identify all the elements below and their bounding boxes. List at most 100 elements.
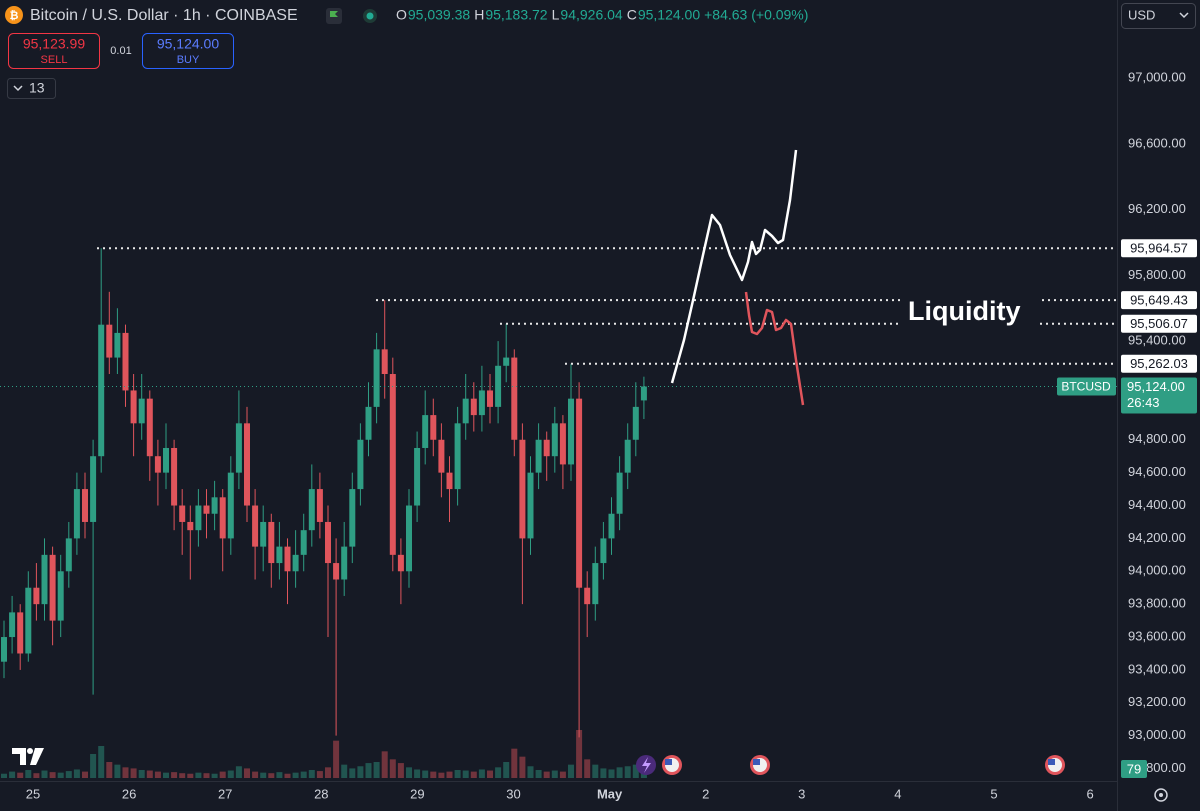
volume-bar — [244, 768, 250, 778]
volume-bar — [300, 771, 307, 778]
volume-bar — [592, 764, 599, 778]
candle-body — [252, 505, 259, 547]
ohlc-value: 95,039.38 — [408, 7, 470, 23]
candle-body — [559, 423, 566, 465]
y-tick-label: 93,800.00 — [1128, 596, 1186, 611]
volume-bar — [41, 770, 48, 778]
candle-body — [17, 612, 24, 654]
level-label-bg — [1121, 291, 1197, 310]
us-flag-canton — [1048, 759, 1055, 765]
candle-body — [82, 489, 88, 522]
level-label: 95,506.07 — [1130, 316, 1188, 331]
us-events — [662, 755, 1065, 775]
candle-body — [446, 472, 453, 490]
indicators-toggle[interactable] — [7, 78, 56, 99]
volume-bar — [616, 767, 623, 778]
volume-bar — [98, 746, 105, 778]
us-flag-canton — [665, 759, 672, 765]
level-label-bg — [1121, 314, 1197, 333]
candle-body — [325, 521, 331, 564]
y-tick-label: 94,000.00 — [1128, 563, 1186, 578]
y-tick-label: 93,400.00 — [1128, 661, 1186, 676]
candle-body — [300, 530, 307, 555]
buy-button[interactable] — [142, 33, 234, 69]
y-tick-label: 95,400.00 — [1128, 333, 1186, 348]
lightning — [642, 757, 651, 773]
volume-bar — [624, 766, 631, 778]
candle-body — [163, 447, 169, 473]
volume-bar — [568, 764, 574, 778]
candle-body — [33, 587, 40, 605]
spread: 0.01 — [110, 45, 131, 57]
candle-body — [551, 423, 558, 457]
tv-logo — [12, 748, 44, 765]
change: +84.63 (+0.09%) — [704, 7, 808, 23]
currency-select[interactable] — [1121, 3, 1196, 29]
candle-body — [154, 456, 161, 473]
ohlc-value: 95,183.72 — [485, 7, 547, 23]
candle-body — [57, 571, 64, 621]
candle-body — [397, 554, 404, 572]
annotation-bg — [900, 295, 1040, 331]
y-tick-label: 94,400.00 — [1128, 497, 1186, 512]
volume-badge: 79 — [1127, 761, 1141, 776]
candle-body — [438, 439, 445, 473]
volume-bar — [154, 771, 161, 778]
candle-body — [292, 554, 299, 572]
volume-bar — [235, 766, 242, 778]
x-tick-label: 28 — [314, 786, 328, 801]
volume-bar — [389, 759, 396, 778]
candle-body — [632, 406, 639, 440]
candle-body — [543, 439, 550, 457]
volume-bar — [179, 773, 186, 778]
volume-bar — [82, 771, 88, 778]
volume-bar — [487, 770, 493, 778]
volume-bar — [438, 772, 445, 778]
candle-body — [576, 398, 583, 588]
volume-bar — [397, 763, 404, 778]
x-tick-label: 25 — [26, 786, 40, 801]
candle-body — [106, 324, 113, 358]
candle-body — [98, 324, 105, 457]
x-tick-label: 30 — [506, 786, 520, 801]
candle-body — [624, 439, 631, 473]
plot-area — [0, 247, 1117, 778]
symbol-tag: BTCUSD — [1061, 380, 1111, 394]
volume-bar — [33, 773, 40, 778]
candle-body — [470, 398, 477, 416]
volume-bar — [171, 772, 178, 778]
volume-bar — [600, 768, 607, 778]
candle-body — [25, 587, 32, 654]
ohlc-key: L — [552, 7, 560, 23]
y-tick-label: 96,600.00 — [1128, 135, 1186, 150]
candle-body — [171, 447, 178, 506]
candle-body — [244, 423, 250, 506]
volume-bar — [543, 771, 550, 778]
settings-icon-center — [1159, 793, 1163, 797]
chevron — [13, 85, 23, 92]
currency: USD — [1128, 7, 1155, 22]
candle-body — [187, 521, 194, 531]
volume-bar — [260, 772, 267, 778]
candle-body — [316, 489, 323, 522]
volume-bar — [73, 769, 80, 778]
sell-price: 95,123.99 — [23, 36, 85, 52]
candle-body — [73, 489, 80, 539]
volume-bar — [325, 767, 331, 778]
volume-bar — [349, 768, 356, 778]
volume-bar — [114, 764, 121, 778]
sell-button[interactable] — [8, 33, 100, 69]
candle-body — [9, 612, 16, 638]
candle-body — [527, 472, 534, 539]
candle-body — [503, 357, 510, 366]
settings-icon[interactable] — [1154, 788, 1168, 802]
symbol-title[interactable]: Bitcoin / U.S. Dollar · 1h · COINBASE — [30, 7, 298, 24]
flag-icon — [330, 11, 338, 20]
volume-bar — [446, 771, 453, 778]
volume-bar — [106, 762, 113, 778]
volume-bar — [211, 773, 218, 778]
volume-bar — [414, 769, 421, 778]
candle-body — [640, 386, 647, 401]
symbol-tag-bg — [1057, 377, 1116, 396]
